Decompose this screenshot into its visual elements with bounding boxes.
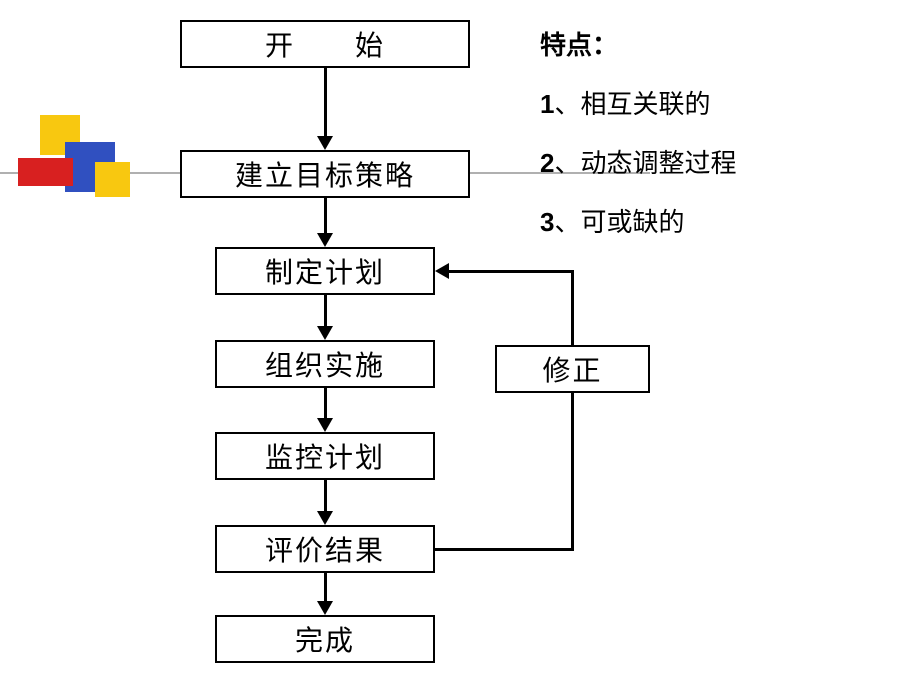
arrow-line <box>324 295 327 328</box>
flowchart-node-execute: 组织实施 <box>215 340 435 388</box>
arrow-line <box>571 393 574 551</box>
sidebar-title: 特点： <box>540 25 820 62</box>
arrow-line <box>324 198 327 235</box>
arrow-line <box>324 480 327 513</box>
arrowhead-icon <box>435 263 449 279</box>
sidebar-feature-item: 3、可或缺的 <box>540 202 820 239</box>
flowchart-node-monitor: 监控计划 <box>215 432 435 480</box>
item-number: 3 <box>540 207 554 237</box>
arrow-line <box>447 270 574 273</box>
arrow-line <box>324 68 327 138</box>
flowchart-node-correct: 修正 <box>495 345 650 393</box>
arrowhead-icon <box>317 136 333 150</box>
item-number: 1 <box>540 89 554 119</box>
flowchart-node-evaluate: 评价结果 <box>215 525 435 573</box>
arrowhead-icon <box>317 418 333 432</box>
item-text: 、可或缺的 <box>554 207 684 237</box>
item-text: 、相互关联的 <box>554 89 710 119</box>
arrowhead-icon <box>317 601 333 615</box>
arrow-line <box>324 388 327 420</box>
arrowhead-icon <box>317 326 333 340</box>
arrow-line <box>435 548 574 551</box>
item-text: 、动态调整过程 <box>554 148 736 178</box>
item-number: 2 <box>540 148 554 178</box>
flowchart-node-start: 开 始 <box>180 20 470 68</box>
arrowhead-icon <box>317 233 333 247</box>
sidebar-feature-item: 2、动态调整过程 <box>540 143 820 180</box>
arrow-line <box>571 270 574 346</box>
flowchart-node-finish: 完成 <box>215 615 435 663</box>
features-sidebar: 特点： 1、相互关联的2、动态调整过程3、可或缺的 <box>540 25 820 261</box>
arrowhead-icon <box>317 511 333 525</box>
flowchart-node-strategy: 建立目标策略 <box>180 150 470 198</box>
flowchart-node-plan: 制定计划 <box>215 247 435 295</box>
sidebar-feature-item: 1、相互关联的 <box>540 84 820 121</box>
arrow-line <box>324 573 327 603</box>
